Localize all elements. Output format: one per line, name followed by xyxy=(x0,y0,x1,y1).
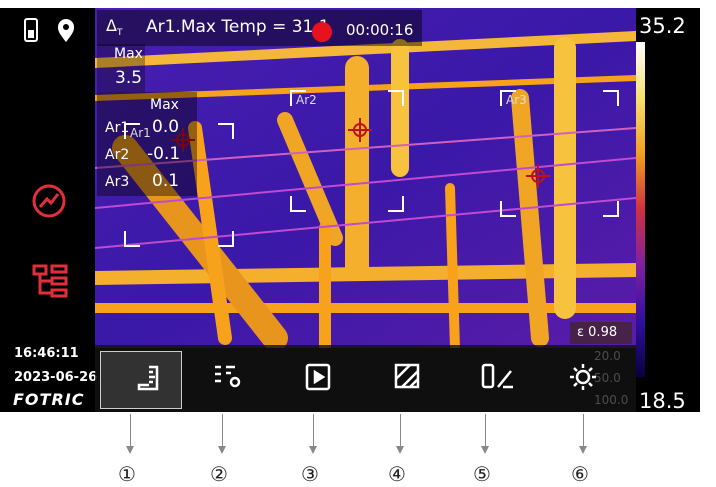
status-icons xyxy=(24,18,74,42)
row-value: -0.1 xyxy=(147,144,181,164)
arrow-head xyxy=(481,446,489,454)
callout-number: ③ xyxy=(301,462,319,486)
table-header: Max xyxy=(150,97,179,113)
area-corner xyxy=(388,196,404,212)
area-corner xyxy=(218,231,234,247)
arrow-head xyxy=(309,446,317,454)
arrow-head xyxy=(579,446,587,454)
area-corner xyxy=(603,201,619,217)
arrow-line xyxy=(130,414,131,450)
sidebar-icons xyxy=(32,184,68,298)
scale-min: 18.5 xyxy=(639,389,686,413)
date: 2023-06-26 xyxy=(14,370,98,385)
area-label: Ar2 xyxy=(296,93,317,107)
arrow-line xyxy=(400,414,401,450)
record-indicator xyxy=(312,22,332,42)
status-bar xyxy=(97,10,422,46)
max-panel xyxy=(97,44,145,92)
clock: 16:46:11 xyxy=(14,346,79,361)
delta-icon: ΔT xyxy=(106,16,123,39)
param-value: 20.0 xyxy=(594,349,621,363)
area-corner xyxy=(603,90,619,106)
row-name: Ar1 xyxy=(105,120,130,136)
brand: FOTRIC xyxy=(13,390,85,409)
area-corner xyxy=(290,196,306,212)
toolbar-selected[interactable] xyxy=(100,351,182,409)
emissivity-panel xyxy=(570,322,632,344)
row-value: 0.1 xyxy=(152,171,180,191)
toolbar-icons xyxy=(137,363,596,391)
readout: Ar1.Max Temp = 31.1 xyxy=(146,17,330,37)
arrow-head xyxy=(126,446,134,454)
area-label: Ar3 xyxy=(506,93,527,107)
area-corner xyxy=(500,201,516,217)
emissivity: ε 0.98 xyxy=(577,325,618,340)
callout-number: ① xyxy=(118,462,136,486)
arrow-line xyxy=(313,414,314,450)
row-value: 0.0 xyxy=(152,117,180,137)
max-value: 3.5 xyxy=(115,68,143,88)
callout-number: ④ xyxy=(388,462,406,486)
scale-max: 35.2 xyxy=(639,14,686,38)
param-value: 50.0 xyxy=(594,371,621,385)
arrow-line xyxy=(485,414,486,450)
area-corner xyxy=(124,231,140,247)
toolbar xyxy=(95,345,636,412)
area-label: Ar1 xyxy=(130,126,151,140)
area-corner xyxy=(290,90,306,106)
arrow-line xyxy=(222,414,223,450)
area-corner xyxy=(218,123,234,139)
area-corner xyxy=(388,90,404,106)
area-table xyxy=(97,92,197,196)
row-name: Ar2 xyxy=(105,147,130,163)
callout-number: ⑤ xyxy=(473,462,491,486)
arrow-line xyxy=(583,414,584,450)
color-scale xyxy=(636,42,645,377)
thermal-image xyxy=(95,8,636,348)
arrow-head xyxy=(396,446,404,454)
arrow-head xyxy=(218,446,226,454)
row-name: Ar3 xyxy=(105,174,130,190)
max-label: Max xyxy=(114,46,143,62)
callout-number: ⑥ xyxy=(571,462,589,486)
area-corner xyxy=(124,123,140,139)
area-corner xyxy=(500,90,516,106)
param-value: 100.0 xyxy=(594,393,629,407)
timer: 00:00:16 xyxy=(346,21,414,39)
callout-number: ② xyxy=(210,462,228,486)
